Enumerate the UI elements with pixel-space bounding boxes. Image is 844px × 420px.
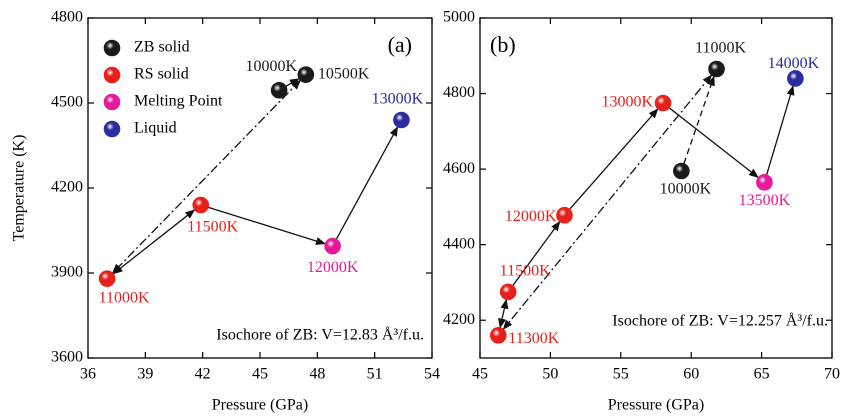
data-point [98, 270, 116, 287]
point-label: 11500K [500, 263, 551, 280]
x-tick-label: 65 [754, 366, 770, 383]
point-label: 13500K [739, 192, 791, 209]
path-arrow [285, 78, 300, 87]
data-point [787, 70, 804, 87]
path-arrow [512, 220, 561, 286]
x-tick-label: 36 [80, 366, 96, 383]
y-tick-label: 4200 [51, 179, 83, 196]
x-tick-label: 42 [195, 366, 211, 383]
legend-marker [103, 93, 121, 111]
legend-label: Melting Point [134, 93, 223, 110]
y-axis-title: Temperature (K) [11, 135, 28, 242]
point-label: 11000K [695, 40, 746, 57]
data-point [192, 196, 210, 214]
legend-label: Liquid [134, 120, 177, 137]
y-tick-label: 4500 [51, 94, 83, 111]
data-point [297, 66, 315, 83]
x-tick-label: 50 [542, 366, 558, 383]
x-tick-label: 70 [824, 366, 840, 383]
point-label: 14000K [768, 55, 820, 72]
path-arrow [766, 85, 795, 175]
legend-label: RS solid [134, 66, 189, 83]
point-label: 10000K [246, 58, 298, 75]
y-tick-label: 4800 [51, 9, 83, 26]
data-point [556, 206, 573, 224]
y-tick-label: 4400 [443, 235, 475, 252]
x-tick-label: 45 [472, 366, 488, 383]
y-tick-label: 5000 [443, 9, 475, 26]
annotation: Isochore of ZB: V=12.83 Å³/f.u. [216, 326, 424, 344]
point-label: 11500K [187, 219, 238, 236]
annotation: (b) [490, 32, 516, 57]
y-tick-label: 4200 [443, 311, 475, 328]
path-arrow [502, 74, 713, 330]
point-label: 10500K [318, 65, 370, 82]
data-point [490, 327, 507, 344]
legend-marker [103, 66, 121, 84]
path-arrow [569, 108, 659, 210]
y-tick-label: 3600 [51, 349, 83, 366]
x-axis-title: Pressure (GPa) [608, 397, 704, 414]
point-label: 12000K [505, 208, 557, 225]
annotation: (a) [388, 32, 412, 57]
data-point [708, 60, 725, 78]
path-arrow [208, 206, 326, 245]
x-tick-label: 60 [683, 366, 699, 383]
x-tick-label: 51 [367, 366, 383, 383]
data-point [654, 94, 672, 112]
point-label: 10000K [660, 181, 712, 198]
point-label: 13000K [372, 91, 424, 108]
legend-label: ZB solid [134, 39, 190, 56]
path-arrow [335, 126, 399, 240]
legend-marker [103, 39, 121, 57]
path-arrow [112, 209, 196, 275]
point-label: 12000K [307, 259, 359, 276]
x-tick-label: 39 [137, 366, 153, 383]
y-tick-label: 4800 [443, 84, 475, 101]
legend-marker [103, 120, 121, 138]
x-tick-label: 48 [309, 366, 325, 383]
data-point [324, 237, 341, 255]
x-axis-title: Pressure (GPa) [212, 397, 308, 414]
path-arrow [668, 107, 759, 179]
x-tick-label: 54 [424, 366, 440, 383]
data-point [270, 81, 288, 99]
point-label: 13000K [601, 94, 653, 111]
x-tick-label: 45 [252, 366, 268, 383]
path-arrow [498, 298, 509, 329]
data-point [756, 174, 773, 191]
point-label: 11300K [508, 330, 559, 347]
y-tick-label: 4600 [443, 160, 475, 177]
point-label: 11000K [99, 289, 150, 306]
y-tick-label: 3900 [51, 264, 83, 281]
data-point [499, 283, 517, 301]
x-tick-label: 55 [613, 366, 629, 383]
plot-frame [479, 17, 833, 359]
annotation: Isochore of ZB: V=12.257 Å³/f.u. [612, 312, 828, 330]
data-point [673, 162, 690, 180]
data-point [393, 111, 410, 129]
